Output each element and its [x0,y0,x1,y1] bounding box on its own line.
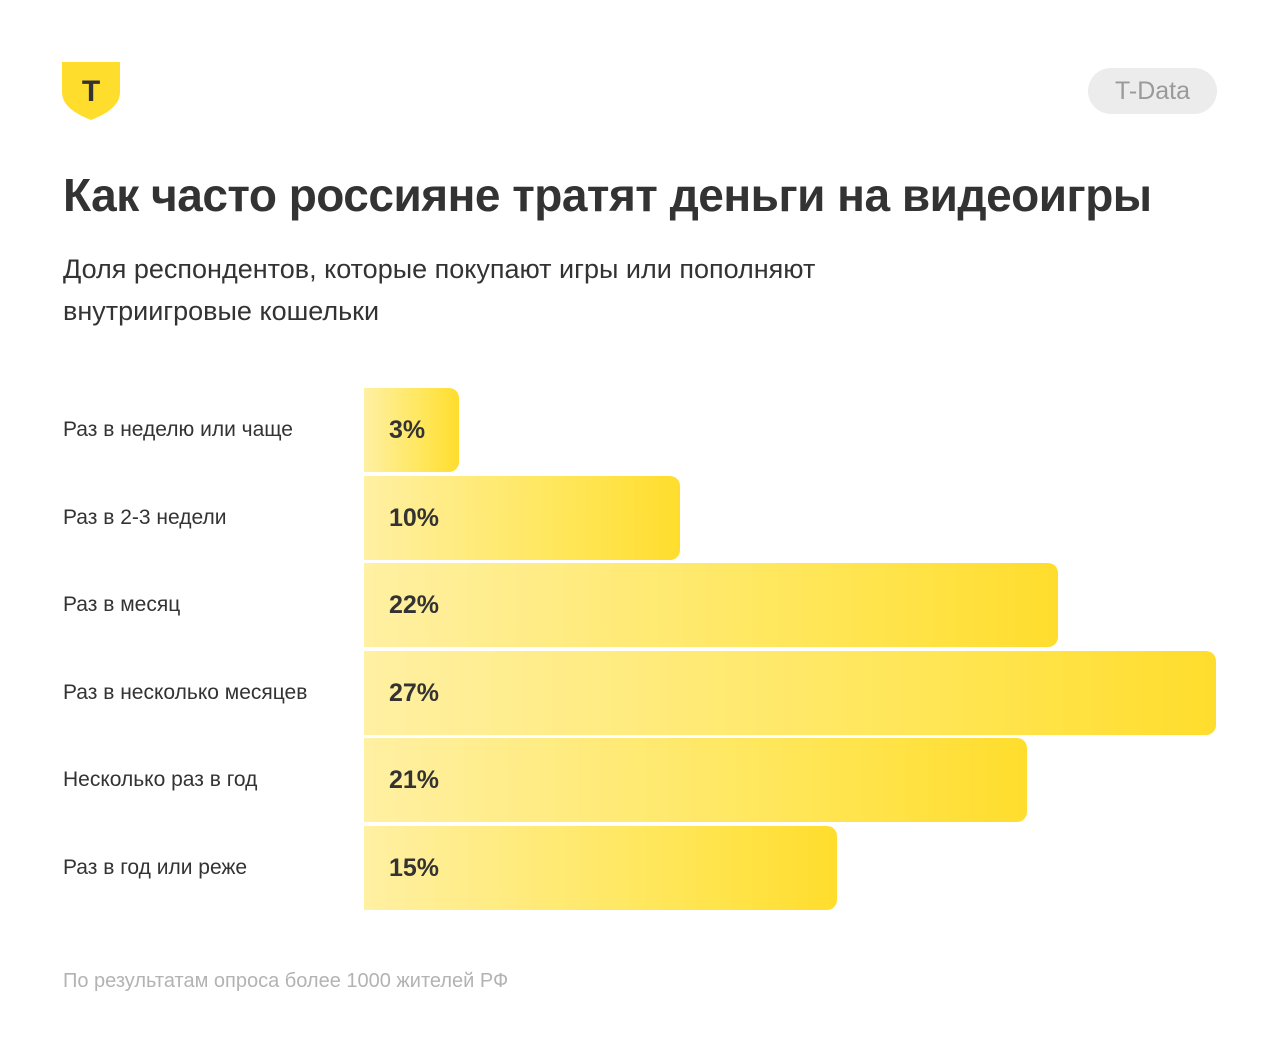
t-logo-icon: T [62,62,120,120]
t-data-badge: T-Data [1088,68,1217,114]
bar-value-label: 10% [389,504,440,532]
bar [364,651,1216,735]
category-label: Раз в год или реже [63,856,248,879]
bar-value-label: 22% [389,591,440,619]
chart-title: Как часто россияне тратят деньги на виде… [63,169,1152,221]
category-label: Раз в месяц [63,593,181,616]
category-label: Раз в 2-3 недели [63,506,227,529]
bar [364,826,837,910]
bar [364,563,1058,647]
bar-value-label: 3% [389,416,426,444]
footnote: По результатам опроса более 1000 жителей… [63,970,509,992]
bar [364,476,680,560]
category-label: Раз в неделю или чаще [63,418,293,441]
chart-subtitle: Доля респондентов, которые покупают игры… [63,254,816,326]
category-label: Раз в несколько месяцев [63,681,308,704]
logo-letter: T [82,75,100,108]
bar-chart: Раз в неделю или чаще 3% Раз в 2-3 недели 1… [0,388,1280,912]
bar-value-label: 21% [389,766,440,794]
bar-value-label: 15% [389,854,440,882]
category-label: Несколько раз в год [63,768,258,791]
bar [364,738,1027,822]
bar [364,388,459,472]
bar-value-label: 27% [389,679,440,707]
